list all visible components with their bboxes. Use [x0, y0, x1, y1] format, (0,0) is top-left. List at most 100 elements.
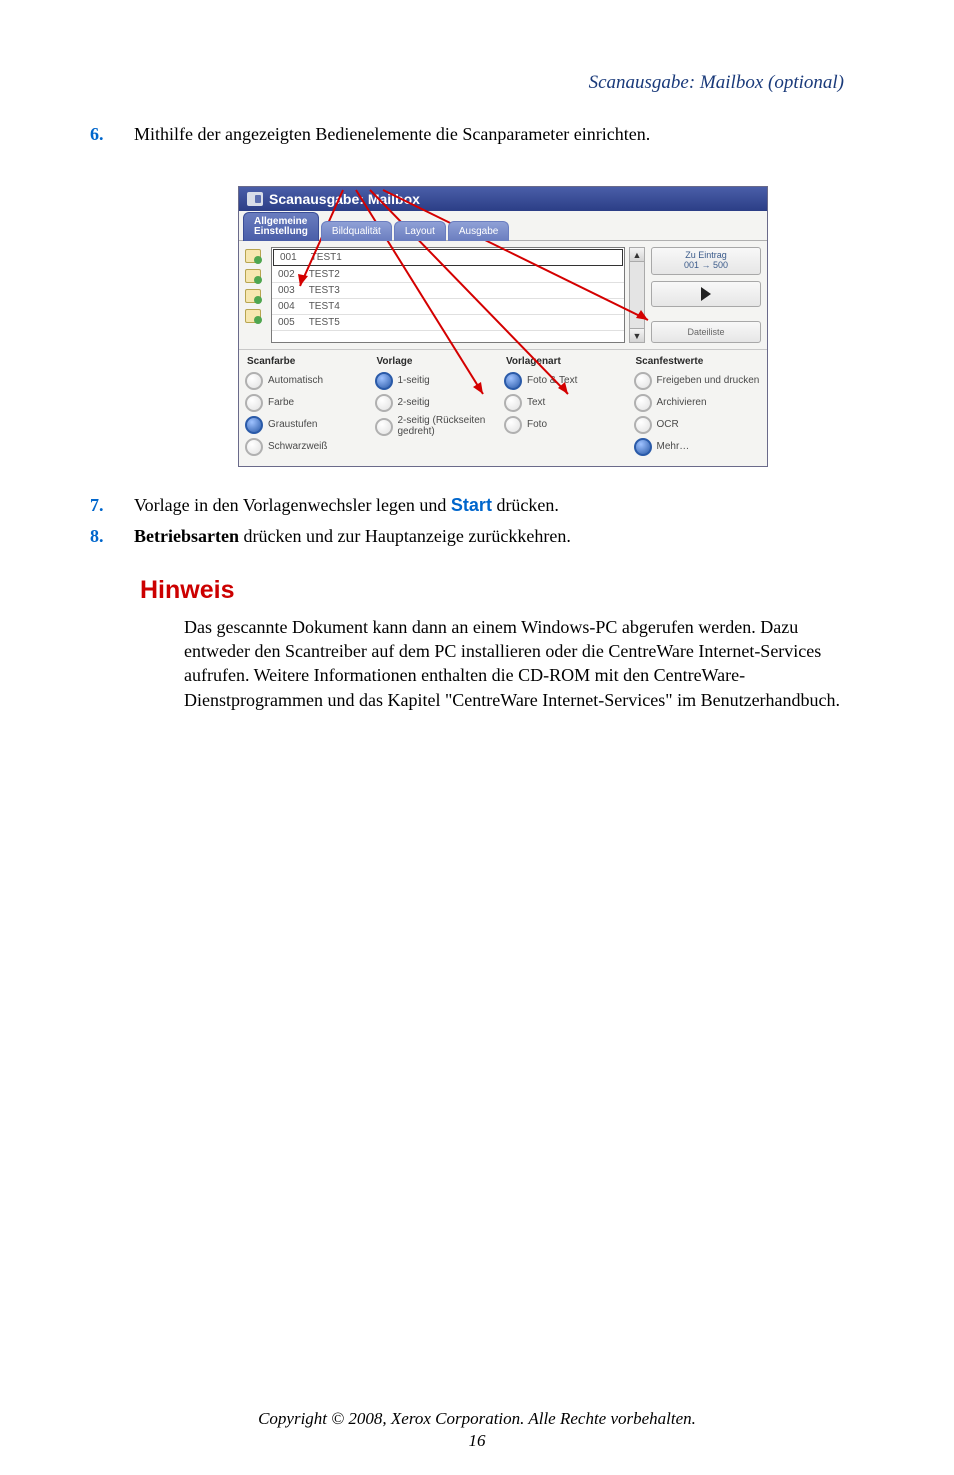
- mailbox-list[interactable]: 001 TEST1 002 TEST2 003 TEST3 004: [271, 247, 625, 343]
- folder-icon: [245, 249, 261, 263]
- list-item[interactable]: 001 TEST1: [273, 249, 623, 266]
- col-scanfestwerte: Scanfestwerte Freigeben und drucken Arch…: [634, 354, 762, 458]
- col-head-scanfestwerte: Scanfestwerte: [634, 354, 762, 370]
- radio-icon: [375, 372, 393, 390]
- opt-label: Archivieren: [657, 398, 707, 409]
- opt-label: Graustufen: [268, 420, 317, 431]
- opt-graustufen[interactable]: Graustufen: [245, 414, 373, 436]
- folder-icon-column: [245, 247, 265, 343]
- radio-icon: [375, 418, 393, 436]
- page-number: 16: [0, 1431, 954, 1451]
- step-8: 8. Betriebsarten drücken und zur Hauptan…: [90, 524, 844, 548]
- step-6-text: Mithilfe der angezeigten Bedienelemente …: [134, 122, 650, 146]
- go-button[interactable]: [651, 281, 761, 307]
- opt-label: Text: [527, 398, 545, 409]
- col-vorlagenart: Vorlagenart Foto & Text Text Foto: [504, 354, 632, 458]
- zu-eintrag-button[interactable]: Zu Eintrag 001 → 500: [651, 247, 761, 275]
- opt-foto-text[interactable]: Foto & Text: [504, 370, 632, 392]
- col-head-vorlage: Vorlage: [375, 354, 503, 370]
- radio-icon: [245, 438, 263, 456]
- list-item[interactable]: 003 TEST3: [272, 283, 624, 299]
- list-item[interactable]: 005 TEST5: [272, 315, 624, 331]
- opt-automatisch[interactable]: Automatisch: [245, 370, 373, 392]
- radio-icon: [245, 416, 263, 434]
- scroll-up-button[interactable]: ▲: [630, 248, 644, 262]
- opt-ocr[interactable]: OCR: [634, 414, 762, 436]
- step-8-rest: drücken und zur Hauptanzeige zurückkehre…: [239, 526, 571, 546]
- tab-allgemeine[interactable]: Allgemeine Einstellung: [243, 212, 319, 241]
- radio-icon: [634, 372, 652, 390]
- opt-label: 2-seitig (Rückseiten gedreht): [398, 416, 503, 437]
- dialog-titlebar: Scanausgabe: Mailbox: [239, 187, 767, 211]
- opt-foto[interactable]: Foto: [504, 414, 632, 436]
- opt-label: 2-seitig: [398, 398, 430, 409]
- radio-icon: [634, 438, 652, 456]
- opt-label: Mehr…: [657, 442, 690, 453]
- folder-icon: [245, 289, 261, 303]
- play-icon: [701, 287, 711, 301]
- opt-label: OCR: [657, 420, 679, 431]
- col-scanfarbe: Scanfarbe Automatisch Farbe Graustufen S…: [245, 354, 373, 458]
- radio-icon: [634, 416, 652, 434]
- opt-label: Farbe: [268, 398, 294, 409]
- col-vorlage: Vorlage 1-seitig 2-seitig 2-seitig (Rück…: [375, 354, 503, 458]
- step-7-action: Start: [451, 495, 492, 515]
- list-item-id: 003: [278, 285, 295, 296]
- step-8-text: Betriebsarten drücken und zur Hauptanzei…: [134, 524, 571, 548]
- dateiliste-button[interactable]: Dateiliste: [651, 321, 761, 343]
- step-7-pre: Vorlage in den Vorlagenwechsler legen un…: [134, 495, 451, 515]
- scan-options-area: Scanfarbe Automatisch Farbe Graustufen S…: [239, 350, 767, 466]
- opt-label: Foto & Text: [527, 376, 577, 387]
- radio-icon: [245, 394, 263, 412]
- step-6: 6. Mithilfe der angezeigten Bedienelemen…: [90, 122, 844, 146]
- zu-eintrag-l2: 001 → 500: [654, 261, 758, 271]
- list-item[interactable]: 004 TEST4: [272, 299, 624, 315]
- step-8-number: 8.: [90, 524, 134, 548]
- mailbox-list-area: 001 TEST1 002 TEST2 003 TEST3 004: [239, 241, 767, 350]
- step-7: 7. Vorlage in den Vorlagenwechsler legen…: [90, 493, 844, 517]
- opt-schwarzweiss[interactable]: Schwarzweiß: [245, 436, 373, 458]
- radio-icon: [504, 394, 522, 412]
- opt-label: Automatisch: [268, 376, 323, 387]
- radio-icon: [504, 372, 522, 390]
- list-item-name: TEST5: [309, 317, 340, 328]
- radio-icon: [504, 416, 522, 434]
- opt-mehr[interactable]: Mehr…: [634, 436, 762, 458]
- list-item-id: 005: [278, 317, 295, 328]
- scroll-down-button[interactable]: ▼: [630, 328, 644, 342]
- hinweis-body: Das gescannte Dokument kann dann an eine…: [140, 615, 844, 712]
- list-scrollbar[interactable]: ▲ ▼: [629, 247, 645, 343]
- opt-2seitig[interactable]: 2-seitig: [375, 392, 503, 414]
- radio-icon: [375, 394, 393, 412]
- list-item-id: 004: [278, 301, 295, 312]
- opt-archivieren[interactable]: Archivieren: [634, 392, 762, 414]
- opt-label: Foto: [527, 420, 547, 431]
- copyright-footer: Copyright © 2008, Xerox Corporation. All…: [0, 1409, 954, 1429]
- opt-2seitig-gedreht[interactable]: 2-seitig (Rückseiten gedreht): [375, 414, 503, 439]
- hinweis-title: Hinweis: [140, 576, 844, 605]
- tab-bildqualitaet[interactable]: Bildqualität: [321, 221, 392, 241]
- screenshot-container: Scanausgabe: Mailbox Allgemeine Einstell…: [238, 186, 768, 467]
- list-item-name: TEST2: [309, 269, 340, 280]
- folder-icon: [245, 269, 261, 283]
- opt-text[interactable]: Text: [504, 392, 632, 414]
- list-item-name: TEST1: [311, 252, 342, 263]
- opt-label: 1-seitig: [398, 376, 430, 387]
- list-item-name: TEST4: [309, 301, 340, 312]
- list-item[interactable]: 002 TEST2: [272, 267, 624, 283]
- step-7-post: drücken.: [492, 495, 559, 515]
- tab-ausgabe[interactable]: Ausgabe: [448, 221, 509, 241]
- list-item-name: TEST3: [309, 285, 340, 296]
- mailbox-icon: [247, 192, 263, 206]
- list-right-buttons: Zu Eintrag 001 → 500 Dateiliste: [651, 247, 761, 343]
- folder-icon: [245, 309, 261, 323]
- tab-layout[interactable]: Layout: [394, 221, 446, 241]
- opt-freigeben[interactable]: Freigeben und drucken: [634, 370, 762, 392]
- opt-farbe[interactable]: Farbe: [245, 392, 373, 414]
- step-7-number: 7.: [90, 493, 134, 517]
- step-8-bold: Betriebsarten: [134, 526, 239, 546]
- opt-label: Freigeben und drucken: [657, 376, 760, 387]
- tabs-row: Allgemeine Einstellung Bildqualität Layo…: [239, 211, 767, 241]
- opt-1seitig[interactable]: 1-seitig: [375, 370, 503, 392]
- step-6-number: 6.: [90, 122, 134, 146]
